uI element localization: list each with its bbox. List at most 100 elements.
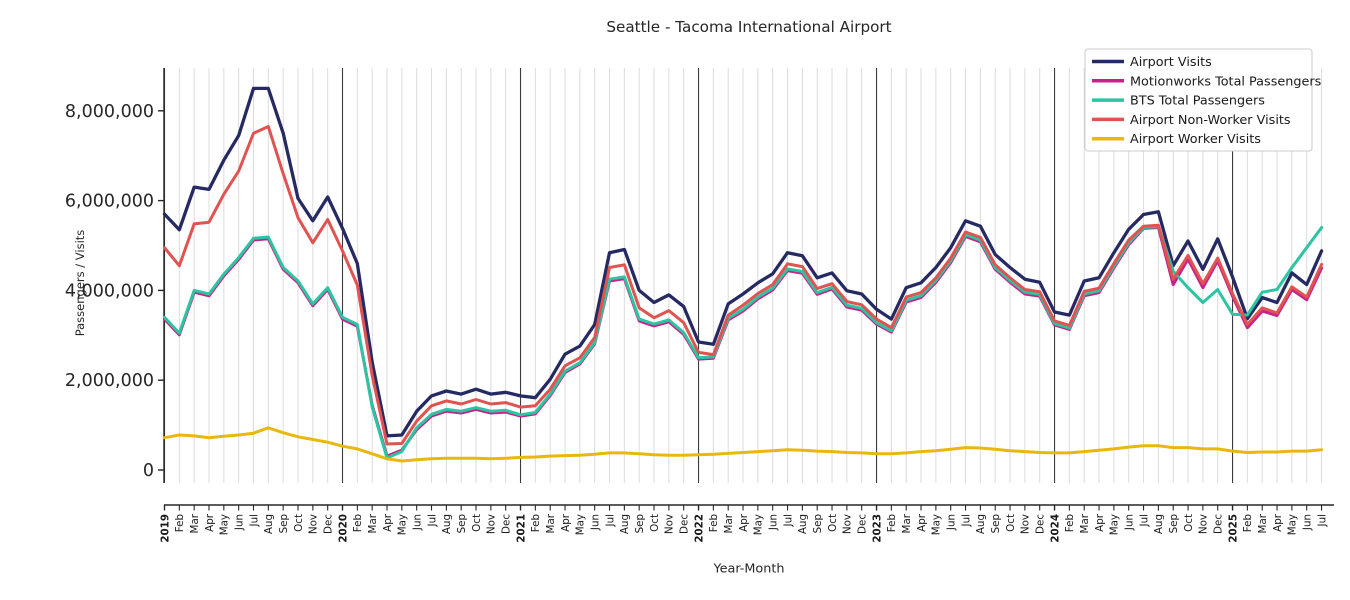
x-tick-month-label: Jun — [589, 514, 601, 531]
x-tick-month-label: Oct — [1005, 514, 1017, 532]
x-tick-month-label: Feb — [530, 514, 542, 532]
x-tick-month-label: Jul — [604, 514, 616, 527]
x-tick-month-label: Oct — [827, 514, 839, 532]
x-tick-month-label: Apr — [204, 513, 216, 532]
y-axis-label: Passengers / Visits — [73, 229, 87, 337]
x-tick-month-label: Feb — [352, 514, 364, 532]
x-tick-month-label: Jun — [1302, 514, 1314, 531]
x-tick-month-label: Apr — [1094, 513, 1106, 532]
x-tick-month-label: Mar — [367, 513, 379, 533]
x-tick-month-label: May — [397, 514, 409, 535]
x-tick-month-label: Jun — [767, 514, 779, 531]
x-tick-month-label: Oct — [293, 514, 305, 532]
x-tick-month-label: Mar — [545, 513, 557, 533]
x-tick-month-label: Dec — [322, 514, 334, 534]
x-tick-month-label: Jul — [960, 514, 972, 527]
legend: Airport Visits Motionworks Total Passenge… — [1084, 48, 1322, 152]
x-tick-month-label: Mar — [189, 513, 201, 533]
x-tick-month-label: Oct — [1183, 514, 1195, 532]
x-tick-month-label: Sep — [278, 514, 290, 533]
x-tick-month-label: Jul — [1316, 514, 1328, 527]
x-tick-month-label: Aug — [975, 514, 987, 534]
legend-item-airport-visits: Airport Visits — [1092, 55, 1212, 70]
y-axis-ticks: 0 2,000,000 4,000,000 6,000,000 8,000,000 — [65, 102, 164, 481]
x-tick-month-label: Oct — [471, 514, 483, 532]
x-tick-month-label: Feb — [1064, 514, 1076, 532]
legend-label: Airport Visits — [1130, 55, 1212, 70]
series-line-airport-non-worker-visits — [163, 125, 1324, 446]
x-tick-month-label: Mar — [1079, 513, 1091, 533]
y-tick-label: 4,000,000 — [65, 281, 154, 301]
x-tick-month-label: Aug — [263, 514, 275, 534]
legend-label: BTS Total Passengers — [1130, 94, 1265, 109]
legend-label: Airport Non-Worker Visits — [1130, 113, 1291, 128]
x-tick-month-label: Jul — [248, 514, 260, 527]
x-tick-month-label: May — [753, 514, 765, 535]
series-line-airport-worker-visits — [163, 426, 1324, 463]
x-tick-month-label: Mar — [1257, 513, 1269, 533]
x-tick-month-label: Nov — [664, 514, 676, 534]
legend-box — [1084, 48, 1313, 152]
x-tick-month-label: May — [219, 514, 231, 535]
legend-label: Airport Worker Visits — [1130, 132, 1261, 147]
x-tick-month-label: Jul — [1138, 514, 1150, 527]
x-tick-month-label: May — [575, 514, 587, 535]
x-tick-month-label: May — [931, 514, 943, 535]
x-tick-year-label: 2020 — [337, 514, 349, 543]
x-tick-month-label: Mar — [723, 513, 735, 533]
x-tick-year-label: 2019 — [159, 514, 171, 543]
series-line-airport-visits — [162, 86, 1324, 438]
x-tick-month-label: Jun — [233, 514, 245, 531]
x-tick-month-label: Apr — [382, 513, 394, 532]
x-tick-month-label: Oct — [649, 514, 661, 532]
x-tick-month-label: Jun — [1124, 514, 1136, 531]
x-tick-month-label: Dec — [856, 514, 868, 534]
x-tick-month-label: Jul — [782, 514, 794, 527]
x-tick-month-label: Dec — [678, 514, 690, 534]
x-tick-month-label: Aug — [797, 514, 809, 534]
x-tick-month-label: Apr — [916, 513, 928, 532]
x-tick-year-label: 2022 — [693, 514, 705, 543]
x-tick-month-label: Sep — [812, 514, 824, 533]
x-tick-month-label: Feb — [886, 514, 898, 532]
x-tick-month-label: Feb — [1242, 514, 1254, 532]
x-tick-month-label: Feb — [174, 514, 186, 532]
legend-item-bts-total-passengers: BTS Total Passengers — [1092, 94, 1265, 109]
x-tick-month-label: Apr — [1272, 513, 1284, 532]
x-tick-month-label: Dec — [500, 514, 512, 534]
x-tick-month-label: Jun — [411, 514, 423, 531]
x-tick-month-label: Jul — [426, 514, 438, 527]
x-tick-month-label: Nov — [842, 514, 854, 534]
x-tick-month-label: May — [1109, 514, 1121, 535]
x-tick-month-label: Dec — [1213, 514, 1225, 534]
x-tick-month-label: Mar — [901, 513, 913, 533]
x-axis-label: Year-Month — [713, 561, 785, 577]
legend-item-airport-worker-visits: Airport Worker Visits — [1092, 132, 1261, 147]
chart-title: Seattle - Tacoma International Airport — [606, 18, 892, 36]
y-tick-label: 6,000,000 — [65, 192, 154, 212]
x-tick-month-label: Nov — [308, 514, 320, 534]
x-tick-month-label: Aug — [619, 514, 631, 534]
x-tick-month-label: Apr — [738, 513, 750, 532]
x-tick-month-label: Dec — [1035, 514, 1047, 534]
x-tick-month-label: May — [1287, 514, 1299, 535]
x-tick-month-label: Aug — [1153, 514, 1165, 534]
x-tick-month-label: Sep — [990, 514, 1002, 533]
x-tick-month-label: Apr — [560, 513, 572, 532]
x-tick-year-label: 2021 — [515, 514, 527, 543]
x-tick-month-label: Feb — [708, 514, 720, 532]
x-tick-year-label: 2023 — [871, 514, 883, 543]
x-tick-month-label: Sep — [456, 514, 468, 533]
legend-item-airport-non-worker-visits: Airport Non-Worker Visits — [1092, 113, 1291, 128]
x-tick-month-label: Sep — [1168, 514, 1180, 533]
y-tick-label: 2,000,000 — [65, 371, 154, 391]
x-tick-month-label: Nov — [1198, 514, 1210, 534]
legend-item-motionworks-total-passengers: Motionworks Total Passengers — [1092, 74, 1322, 89]
x-axis-ticks: 2019 Feb Mar Apr May Jun Jul Aug Sep Oct Nov Dec 202… — [159, 505, 1328, 543]
x-tick-month-label: Nov — [1020, 514, 1032, 534]
x-tick-year-label: 2024 — [1049, 514, 1061, 543]
x-tick-month-label: Jun — [946, 514, 958, 531]
x-tick-month-label: Nov — [486, 514, 498, 534]
